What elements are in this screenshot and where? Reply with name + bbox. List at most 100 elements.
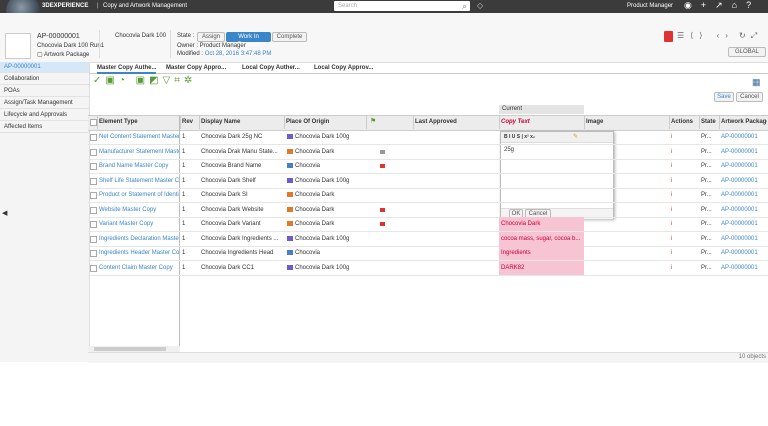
column-header[interactable]: Artwork Package	[721, 115, 767, 129]
table-cell[interactable]: Brand Name Master Copy	[99, 159, 179, 173]
table-cell[interactable]: Net Content Statement Master	[99, 130, 179, 144]
origin-icon	[287, 192, 293, 197]
save-button[interactable]: Save	[714, 92, 734, 102]
table-cell: DARK82	[499, 261, 584, 275]
tab[interactable]: Master Copy Appro...	[166, 65, 226, 71]
column-header[interactable]: Rev	[182, 115, 198, 129]
table-cell: 1	[182, 217, 198, 231]
table-cell: Pr...	[701, 159, 718, 173]
flag-icon[interactable]	[380, 208, 385, 212]
search-placeholder: Search	[338, 3, 357, 9]
origin-icon	[287, 149, 293, 154]
table-cell: Chocovia	[295, 246, 365, 260]
table-cell[interactable]: Website Master Copy	[99, 203, 179, 217]
flag-icon[interactable]	[380, 222, 385, 226]
table-cell: i	[671, 174, 698, 188]
table-cell[interactable]: Shelf Life Statement Master C	[99, 174, 179, 188]
nav-item[interactable]: POAs	[0, 86, 89, 97]
table-cell[interactable]: AP-00000001	[721, 203, 767, 217]
tab[interactable]: Master Copy Authe...	[97, 65, 156, 74]
table-cell	[586, 203, 668, 217]
table-cell[interactable]: AP-00000001	[721, 145, 767, 159]
row-checkbox[interactable]	[90, 207, 97, 214]
nav-item[interactable]: AP-00000001	[0, 62, 89, 73]
table-cell[interactable]: AP-00000001	[721, 261, 767, 275]
user-name[interactable]: Product Manager	[627, 3, 673, 9]
refresh-icons[interactable]: ↻⤢	[739, 31, 762, 41]
column-header[interactable]: Image	[586, 115, 668, 129]
column-divider	[413, 115, 414, 129]
scope-button[interactable]: GLOBAL	[728, 47, 766, 57]
column-divider	[284, 115, 285, 129]
table-cell: Chocovia Dark Website	[201, 203, 283, 217]
table-cell: Chocovia Dark Shelf	[201, 174, 283, 188]
column-header[interactable]: Element Type	[99, 115, 179, 129]
scroll-thumb[interactable]	[94, 347, 166, 351]
search-box[interactable]: Search ⌕	[334, 1, 470, 11]
column-header[interactable]: Place Of Origin	[286, 115, 365, 129]
cancel-button[interactable]: Cancel	[736, 92, 763, 102]
toolbar-icons[interactable]: ✓▣◔ ▣◩▽⌗✲	[93, 75, 196, 86]
table-cell[interactable]: AP-00000001	[721, 174, 767, 188]
table-cell: 1	[182, 159, 198, 173]
table-cell[interactable]: Ingredients Declaration Master	[99, 232, 179, 246]
column-header[interactable]: Copy Text	[501, 115, 583, 129]
table-cell[interactable]: AP-00000001	[721, 130, 767, 144]
flag-header-icon[interactable]: ⚑	[370, 117, 376, 125]
export-icon[interactable]: ▦	[752, 77, 761, 88]
table-cell	[586, 130, 668, 144]
row-checkbox[interactable]	[90, 134, 97, 141]
table-cell[interactable]: AP-00000001	[721, 232, 767, 246]
tab[interactable]: Local Copy Auther...	[242, 65, 300, 71]
search-icon[interactable]: ⌕	[462, 1, 467, 12]
row-checkbox[interactable]	[90, 221, 97, 228]
nav-item[interactable]: Assign/Task Management	[0, 98, 89, 109]
state-current[interactable]: Work In Process	[226, 32, 271, 42]
divider	[170, 30, 171, 58]
table-cell[interactable]: AP-00000001	[721, 159, 767, 173]
modified: Modified : Oct 28, 2016 3:47:48 PM	[177, 51, 271, 57]
column-header[interactable]: Actions	[671, 115, 698, 129]
header-icons[interactable]: ☰⟨⟩ ‹›	[677, 31, 734, 40]
column-header[interactable]: Last Approved	[415, 115, 498, 129]
table-cell[interactable]: Variant Master Copy	[99, 217, 179, 231]
row-checkbox[interactable]	[90, 236, 97, 243]
origin-icon	[287, 250, 293, 255]
tag-icon[interactable]: ◇	[477, 1, 483, 10]
flag-icon[interactable]	[380, 164, 385, 168]
table-cell[interactable]: Manufacturer Statement Maste	[99, 145, 179, 159]
column-header[interactable]: Display Name	[201, 115, 283, 129]
tab[interactable]: Local Copy Approv...	[314, 65, 373, 71]
lock-icon[interactable]	[664, 31, 673, 42]
table-cell	[415, 159, 498, 173]
table-cell[interactable]: AP-00000001	[721, 217, 767, 231]
table-cell[interactable]: Ingredients Header Master Co	[99, 246, 179, 260]
table-cell	[415, 203, 498, 217]
row-checkbox[interactable]	[90, 192, 97, 199]
row-checkbox[interactable]	[90, 250, 97, 257]
state-complete[interactable]: Complete	[272, 32, 307, 42]
state-assign[interactable]: Assign	[197, 32, 225, 42]
row-checkbox[interactable]	[90, 178, 97, 185]
nav-item[interactable]: Lifecycle and Approvals	[0, 110, 89, 121]
row-checkbox[interactable]	[90, 149, 97, 156]
collapse-arrow[interactable]: ◀	[2, 209, 7, 217]
table-cell	[501, 145, 583, 159]
select-all-checkbox[interactable]	[90, 119, 97, 126]
flag-icon[interactable]	[380, 150, 385, 154]
table-cell[interactable]: AP-00000001	[721, 188, 767, 202]
brand: 3DEXPERIENCE	[42, 3, 88, 9]
row-checkbox[interactable]	[90, 265, 97, 272]
row-checkbox[interactable]	[90, 163, 97, 170]
table-cell[interactable]: Product or Statement of Identi	[99, 188, 179, 202]
column-header[interactable]: State	[701, 115, 718, 129]
nav-item[interactable]: Affected Items	[0, 122, 89, 133]
column-divider	[180, 115, 181, 129]
divider	[99, 30, 100, 58]
top-icons[interactable]: ◉+↗⌂?	[684, 0, 760, 11]
table-cell: 1	[182, 130, 198, 144]
nav-item[interactable]: Collaboration	[0, 74, 89, 85]
table-cell[interactable]: Content Claim Master Copy	[99, 261, 179, 275]
table-cell[interactable]: AP-00000001	[721, 246, 767, 260]
